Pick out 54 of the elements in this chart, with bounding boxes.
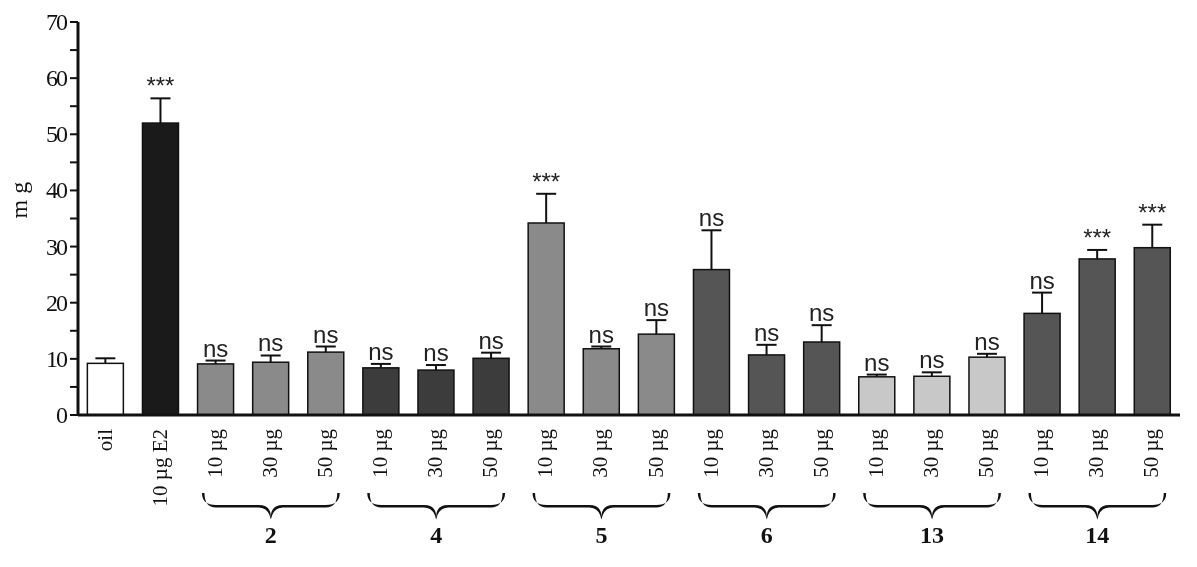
data-label: *** — [1138, 198, 1167, 226]
text: 5 — [595, 522, 608, 548]
data-label: ns — [423, 339, 449, 367]
x-tick-label: 10 µg — [368, 428, 393, 478]
text: 14 — [1085, 522, 1110, 548]
data-label: ns — [368, 337, 394, 365]
y-tick-label: 50 — [46, 121, 68, 148]
text: 6 — [760, 522, 773, 548]
data-label: ns — [808, 299, 835, 327]
y-tick-label: 0 — [56, 402, 68, 428]
text: 13 — [920, 522, 945, 548]
data-label: ns — [313, 320, 339, 348]
x-tick-label: 50 µg — [478, 428, 503, 478]
data-label: ns — [1029, 266, 1055, 294]
x-tick-label: 50 µg — [643, 428, 668, 478]
data-label: ns — [643, 294, 670, 322]
text: 4 — [430, 522, 443, 548]
x-tick-label: 10 µg — [533, 428, 558, 478]
x-tick-label: 10 µg — [863, 428, 888, 478]
y-tick-label: 10 — [46, 345, 68, 372]
data-label: ns — [919, 346, 945, 374]
x-tick-label: 30 µg — [1084, 428, 1109, 478]
data-label: *** — [1083, 223, 1112, 251]
x-tick-label: 30 µg — [588, 428, 613, 478]
data-label: ns — [864, 348, 890, 376]
x-tick-label: 50 µg — [974, 428, 999, 478]
data-label: ns — [974, 327, 1000, 355]
y-axis-title: mg — [5, 175, 32, 219]
x-tick-label: oil — [92, 428, 117, 452]
x-tick-label: 30 µg — [919, 428, 944, 478]
x-tick-label: 30 µg — [423, 428, 448, 478]
data-label: ns — [753, 318, 780, 346]
y-tick-label: 60 — [46, 65, 68, 92]
y-tick-label: 20 — [46, 289, 68, 316]
data-label: *** — [146, 72, 175, 100]
data-label: ns — [698, 204, 725, 232]
x-tick-label: 10 µg — [1029, 428, 1054, 478]
data-label: ns — [257, 329, 284, 357]
data-label: *** — [532, 167, 561, 195]
y-tick-label: 30 — [46, 233, 68, 260]
x-tick-label: 50 µg — [808, 428, 833, 478]
y-tick-label: 70 — [46, 9, 68, 35]
x-tick-label: 10 µg — [698, 428, 723, 478]
data-label: ns — [478, 326, 504, 354]
text: 2 — [264, 522, 277, 548]
x-tick-label: 50 µg — [312, 428, 337, 478]
x-tick-label: 30 µg — [257, 428, 282, 478]
y-tick-label: 40 — [46, 177, 68, 204]
x-tick-label: 10 µg E2 — [147, 429, 172, 507]
data-label: ns — [202, 334, 229, 362]
data-label: ns — [588, 320, 614, 348]
x-tick-label: 30 µg — [753, 428, 778, 478]
x-tick-label: 50 µg — [1139, 428, 1164, 478]
x-tick-label: 10 µg — [202, 428, 227, 478]
